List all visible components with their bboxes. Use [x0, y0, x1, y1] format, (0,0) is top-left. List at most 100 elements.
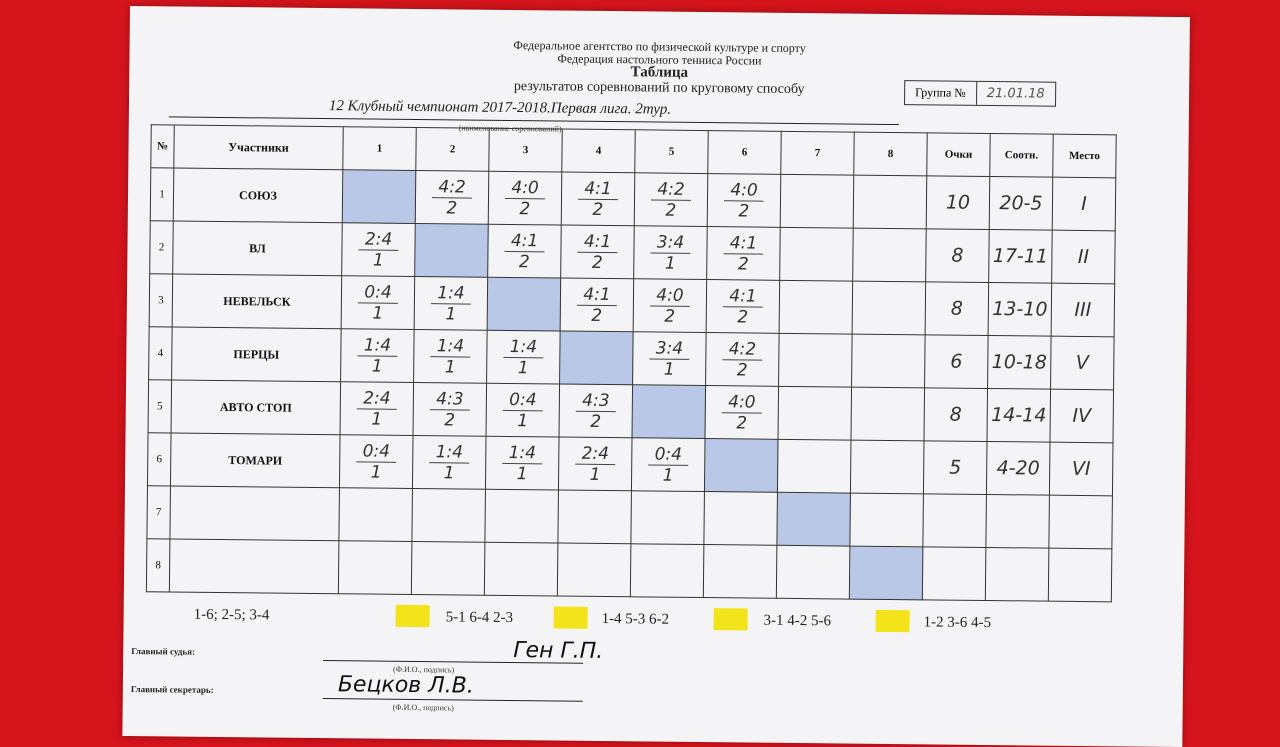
group-label: Группа № [915, 85, 966, 100]
score-cell: 4:1 2 [706, 279, 780, 334]
match-score: 0:4 [358, 281, 398, 304]
match-score: 4:1 [577, 284, 617, 306]
score-cell: 4:1 2 [706, 226, 781, 281]
place-value: I [1081, 192, 1087, 216]
match-points: 2 [518, 251, 530, 272]
ratio-value: 14-14 [991, 404, 1047, 427]
team-name: ВЛ [172, 220, 343, 276]
score-cell: 0:4 1 [339, 434, 414, 489]
team-name [169, 485, 340, 541]
points-cell: 8 [923, 387, 988, 442]
marker [553, 606, 588, 629]
points-cell: 8 [925, 281, 989, 336]
team-name: СОЮЗ [173, 167, 343, 223]
team-name [169, 538, 339, 594]
score-cell [778, 333, 853, 388]
match-score: 0:4 [648, 443, 689, 466]
team-name: АВТО СТОП [171, 379, 341, 435]
match-result: 1:4 1 [413, 441, 485, 483]
match-score: 4:3 [576, 390, 616, 412]
match-score: 0:4 [503, 389, 543, 411]
match-points: 1 [372, 303, 384, 324]
match-result: 0:4 1 [487, 389, 559, 431]
match-score: 4:1 [577, 231, 618, 253]
points-cell: 6 [924, 334, 989, 389]
score-cell [780, 174, 854, 229]
secretary-line [322, 698, 583, 702]
match-points: 2 [737, 306, 749, 327]
match-result: 4:0 2 [708, 179, 780, 222]
match-points: 2 [590, 411, 602, 432]
points-value: 8 [949, 403, 962, 426]
place-cell: II [1051, 230, 1116, 284]
match-score: 4:3 [430, 388, 470, 411]
header-col-5: 5 [634, 129, 709, 174]
points-value: 6 [950, 350, 963, 373]
score-cell: 4:3 2 [559, 384, 633, 438]
place-value: III [1074, 298, 1092, 322]
match-points: 1 [589, 464, 601, 485]
match-score: 4:0 [722, 391, 762, 414]
match-points: 2 [736, 412, 748, 433]
match-result: 4:1 2 [561, 284, 633, 326]
match-points: 1 [445, 303, 457, 324]
match-score: 4:0 [650, 284, 690, 307]
score-cell [484, 542, 558, 597]
match-result: 4:0 2 [706, 391, 778, 434]
match-result: 0:4 1 [340, 440, 412, 483]
self-cell [414, 223, 489, 278]
score-cell [777, 439, 851, 494]
points-cell: 8 [925, 228, 990, 283]
ratio-cell: 20-5 [989, 176, 1053, 231]
match-result: 1:4 1 [341, 334, 413, 377]
match-points: 1 [372, 250, 384, 271]
match-score: 2:4 [575, 443, 616, 465]
match-score: 4:0 [505, 177, 545, 199]
points-cell [922, 546, 986, 601]
row-number: 5 [148, 379, 172, 433]
match-score: 3:4 [649, 337, 690, 360]
place-value: VI [1071, 457, 1091, 481]
score-cell [852, 228, 927, 282]
match-points: 2 [592, 199, 604, 220]
score-cell: 4:2 2 [415, 170, 489, 225]
match-score: 4:0 [724, 179, 764, 202]
match-points: 1 [443, 462, 455, 483]
team-name: НЕВЕЛЬСК [172, 273, 342, 329]
score-cell: 2:4 1 [340, 381, 414, 436]
score-cell: 1:4 1 [414, 276, 488, 331]
score-cell: 1:4 1 [412, 435, 487, 490]
row-number: 1 [150, 167, 174, 221]
match-result: 4:1 2 [707, 232, 779, 275]
match-result: 4:2 2 [416, 176, 488, 219]
self-cell [776, 492, 851, 547]
match-points: 1 [663, 359, 675, 380]
schedule-round: 1-2 3-6 4-5 [923, 614, 992, 632]
table-row: 8 [146, 538, 1112, 602]
score-cell [703, 544, 777, 599]
ratio-value: 13-10 [992, 298, 1048, 321]
points-value: 5 [949, 456, 962, 479]
match-result: 1:4 1 [486, 442, 558, 484]
header-col-8: 8 [853, 132, 928, 176]
place-cell: VI [1049, 442, 1113, 496]
header-ratio: Соотн. [989, 133, 1054, 178]
match-result: 0:4 1 [342, 281, 414, 324]
score-cell: 0:4 1 [486, 383, 560, 438]
match-result: 4:1 2 [562, 178, 634, 220]
score-cell [851, 334, 926, 388]
row-number: 8 [146, 538, 170, 592]
points-value: 8 [950, 297, 964, 320]
match-score: 4:2 [722, 338, 763, 361]
place-cell: IV [1049, 389, 1114, 443]
score-cell: 3:4 1 [632, 331, 707, 386]
match-result: 4:3 2 [560, 390, 632, 432]
results-sheet: Федеральное агентство по физической куль… [122, 6, 1190, 747]
score-cell [850, 387, 925, 441]
ratio-cell: 13-10 [988, 282, 1052, 337]
ratio-cell: 17-11 [988, 229, 1053, 284]
score-cell [852, 281, 926, 335]
score-cell [779, 227, 854, 282]
row-number: 6 [147, 432, 172, 486]
ratio-value: 20-5 [999, 192, 1043, 215]
